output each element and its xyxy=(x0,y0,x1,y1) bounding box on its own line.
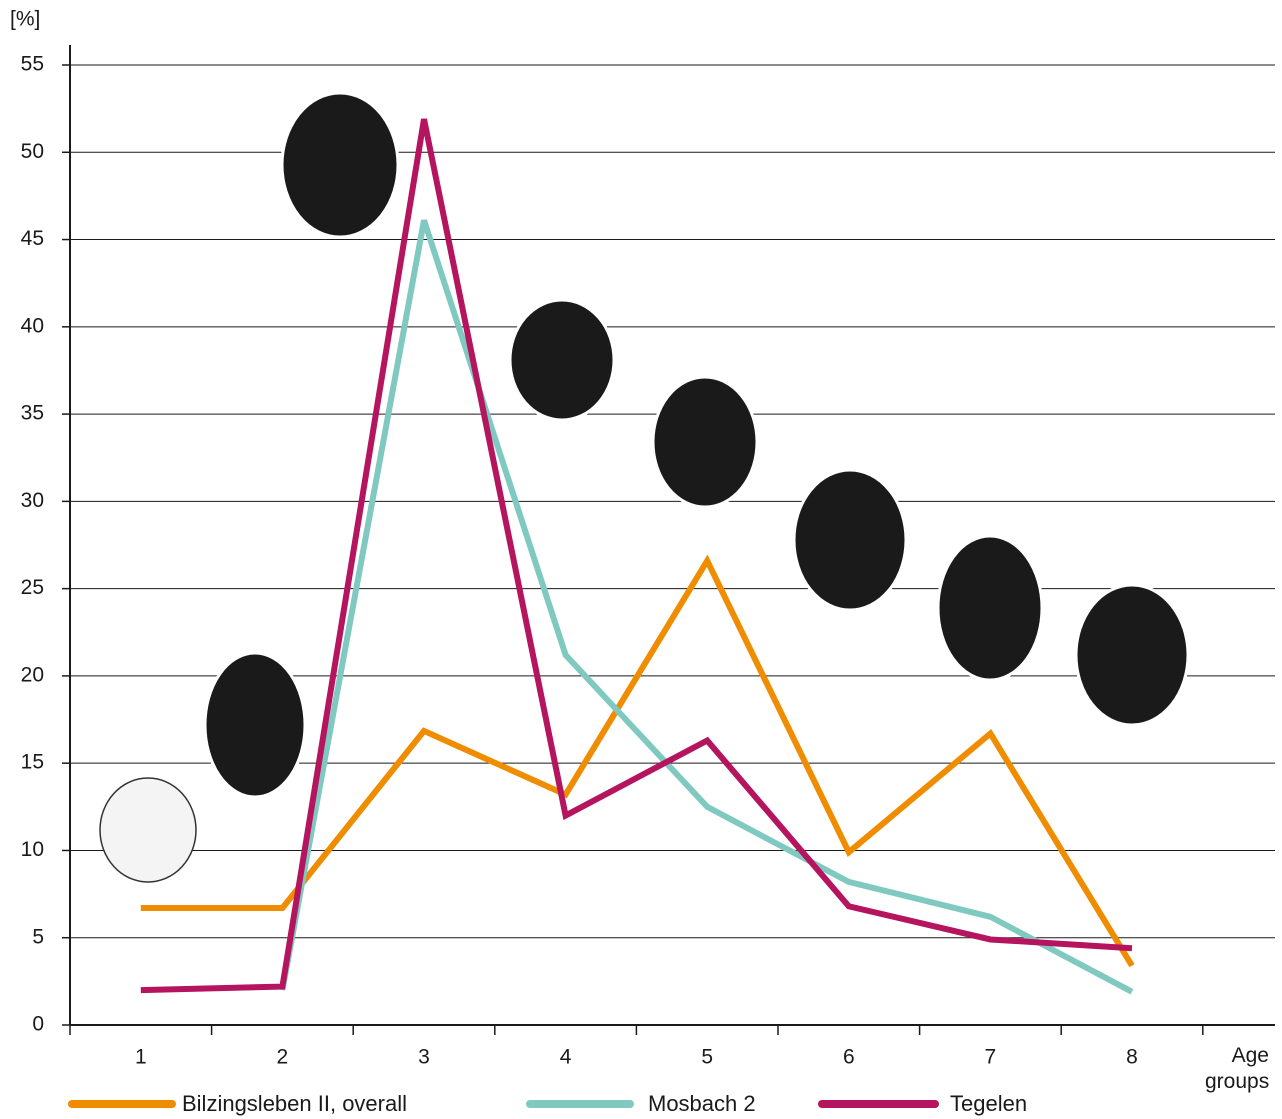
tooth-illustration xyxy=(651,375,759,509)
illustrations xyxy=(99,91,1190,883)
legend-label: Mosbach 2 xyxy=(648,1091,756,1116)
y-axis-label: [%] xyxy=(10,8,40,31)
y-tick-label: 5 xyxy=(32,925,44,948)
tooth-illustration xyxy=(280,91,400,239)
plot xyxy=(140,118,1135,995)
x-tick-label: 8 xyxy=(1126,1046,1138,1069)
y-tick-label: 30 xyxy=(21,489,44,512)
legend-label: Tegelen xyxy=(950,1091,1027,1116)
x-axis-label: Age groups xyxy=(1205,1044,1270,1093)
y-tick-label: 50 xyxy=(21,140,44,163)
x-tick-label: 6 xyxy=(843,1046,855,1069)
tooth-illustration xyxy=(792,468,908,612)
series-line xyxy=(140,554,1135,968)
tooth-illustration xyxy=(936,534,1044,682)
series-line xyxy=(279,219,1134,995)
x-tick-label: 7 xyxy=(985,1046,997,1069)
legend-label: Bilzingsleben II, overall xyxy=(182,1091,407,1116)
y-tick-label: 35 xyxy=(21,402,44,425)
x-tick-label: 4 xyxy=(560,1046,572,1069)
y-tick-label: 40 xyxy=(21,314,44,337)
y-tick-label: 0 xyxy=(32,1013,44,1036)
tooth-illustration xyxy=(99,777,197,883)
y-tick-label: 15 xyxy=(21,751,44,774)
x-tick-label: 5 xyxy=(701,1046,713,1069)
y-tick-label: 10 xyxy=(21,838,44,861)
x-tick-label: 3 xyxy=(418,1046,430,1069)
tooth-illustration xyxy=(508,298,616,422)
tooth-illustration xyxy=(1074,583,1190,727)
y-tick-label: 20 xyxy=(21,663,44,686)
grid xyxy=(70,64,1275,939)
series-line xyxy=(140,118,1133,994)
tooth-illustration xyxy=(203,651,307,799)
x-tick-label: 1 xyxy=(135,1046,147,1069)
x-tick-label: 2 xyxy=(277,1046,289,1069)
y-tick-label: 25 xyxy=(21,576,44,599)
y-tick-label: 45 xyxy=(21,227,44,250)
y-tick-label: 55 xyxy=(21,53,44,76)
